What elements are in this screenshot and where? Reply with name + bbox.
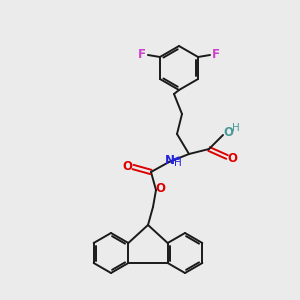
Polygon shape xyxy=(172,157,179,160)
Text: H: H xyxy=(174,158,182,168)
Text: O: O xyxy=(223,125,233,139)
Text: O: O xyxy=(155,182,165,196)
Text: O: O xyxy=(122,160,132,172)
Text: H: H xyxy=(232,123,240,133)
Text: N: N xyxy=(165,154,175,166)
Text: O: O xyxy=(227,152,237,166)
Text: F: F xyxy=(212,49,220,62)
Text: F: F xyxy=(138,49,146,62)
